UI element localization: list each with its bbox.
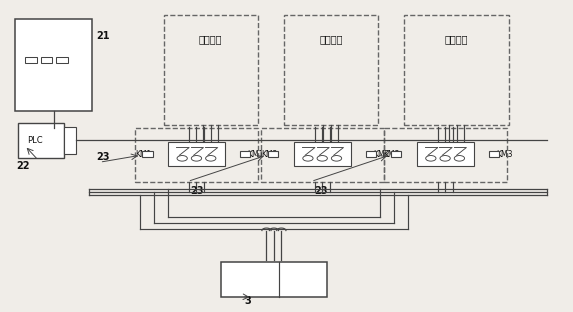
Bar: [168, 143, 225, 166]
Text: KM2: KM2: [374, 150, 390, 158]
Bar: [366, 151, 376, 157]
Bar: [143, 151, 153, 157]
Bar: [417, 143, 474, 166]
Text: 23: 23: [97, 152, 110, 162]
Text: KM3: KM3: [496, 150, 513, 158]
Text: 22: 22: [17, 161, 30, 171]
Text: KM1: KM1: [248, 150, 264, 158]
Text: 伺服模块: 伺服模块: [319, 34, 343, 44]
Bar: [164, 15, 258, 125]
Text: KM3: KM3: [384, 150, 400, 158]
Bar: [268, 151, 278, 157]
Bar: [489, 151, 499, 157]
Text: 23: 23: [190, 186, 204, 196]
Text: 伺服模块: 伺服模块: [445, 34, 468, 44]
Bar: [261, 128, 384, 183]
Bar: [56, 57, 68, 63]
Text: PLC: PLC: [28, 136, 43, 145]
Text: 23: 23: [314, 186, 327, 196]
Bar: [15, 19, 92, 111]
Text: KM2: KM2: [261, 150, 277, 158]
Bar: [240, 151, 250, 157]
Bar: [25, 57, 37, 63]
Text: 3: 3: [244, 296, 251, 306]
Text: 21: 21: [97, 32, 110, 41]
Bar: [391, 151, 402, 157]
Bar: [135, 128, 258, 183]
Bar: [293, 143, 351, 166]
Bar: [284, 15, 378, 125]
Bar: [221, 261, 327, 297]
Bar: [64, 127, 76, 154]
Bar: [18, 123, 64, 158]
Bar: [41, 57, 52, 63]
Text: 伺服模块: 伺服模块: [199, 34, 222, 44]
Bar: [404, 15, 509, 125]
Bar: [384, 128, 507, 183]
Text: KM1: KM1: [135, 150, 151, 158]
